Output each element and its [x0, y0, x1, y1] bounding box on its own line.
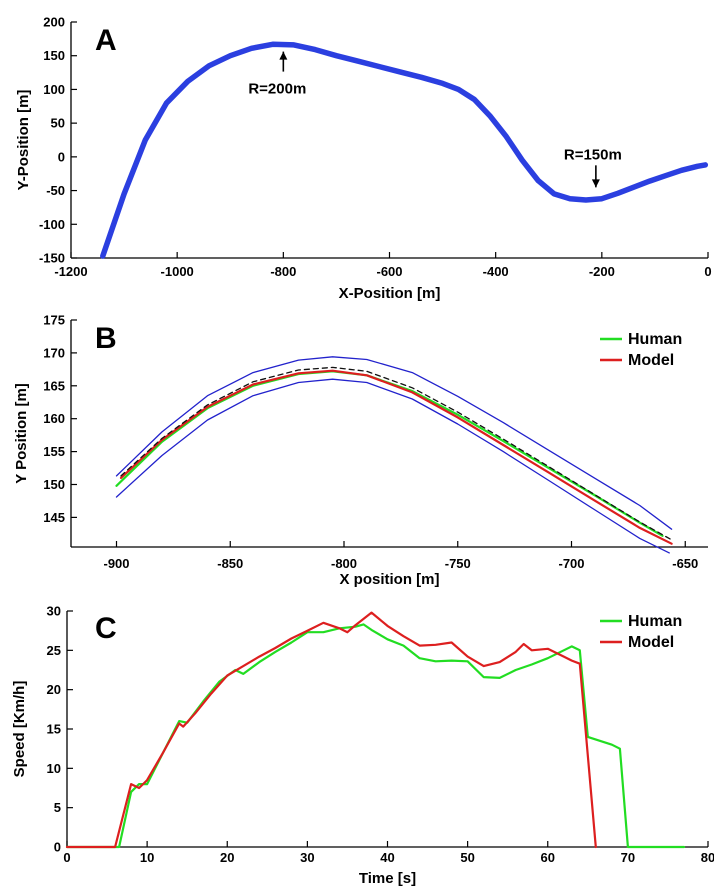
x-tick-label: -750	[445, 556, 471, 571]
legend-label-human: Human	[628, 613, 682, 630]
annotation-label: R=150m	[564, 146, 622, 163]
x-tick-label: 0	[704, 264, 711, 279]
y-tick-label: -100	[39, 217, 65, 232]
y-tick-label: 10	[47, 761, 61, 776]
x-tick-label: 70	[621, 850, 635, 865]
annotation-arrow-head	[591, 179, 600, 188]
y-tick-label: 165	[43, 378, 65, 393]
x-axis-label: X-Position [m]	[339, 285, 441, 302]
series-line-2	[120, 366, 673, 541]
panel-label: B	[95, 322, 117, 355]
x-axis-label: Time [s]	[359, 870, 416, 887]
x-tick-label: -600	[376, 264, 402, 279]
x-tick-label: -1200	[54, 264, 87, 279]
chart-panel-c: 0 5 10 15 20 25 30 0 10 20 30 40 50 60 70 80 Time [s] Spe…	[11, 604, 714, 887]
series-line-human	[65, 623, 686, 849]
panel-label: A	[95, 24, 117, 57]
x-tick-label: 40	[380, 850, 394, 865]
chart-panel-b: 145 150 155 160 165 170 175 -900 -850 -800 -750 -70…	[13, 313, 708, 588]
annotation-label: R=200m	[248, 81, 306, 98]
y-tick-label: 30	[47, 604, 61, 619]
panel-label: C	[95, 612, 117, 645]
legend-label-model: Model	[628, 352, 674, 369]
y-tick-label: 15	[47, 722, 61, 737]
x-tick-label: -700	[558, 556, 584, 571]
y-tick-label: -50	[46, 183, 65, 198]
x-tick-label: -650	[672, 556, 698, 571]
y-tick-label: 100	[43, 82, 65, 97]
x-tick-label: -900	[103, 556, 129, 571]
series-line-human	[115, 370, 664, 537]
y-axis-label: Speed [Km/h]	[11, 681, 28, 778]
x-tick-label: 50	[460, 850, 474, 865]
y-axis-label: Y Position [m]	[13, 383, 30, 484]
series-line-model	[65, 611, 597, 849]
y-axis-label: Y-Position [m]	[15, 90, 32, 191]
x-tick-label: -1000	[161, 264, 194, 279]
x-axis-label: X position [m]	[340, 571, 440, 588]
x-tick-label: 10	[140, 850, 154, 865]
series-line-4	[115, 378, 670, 554]
y-tick-label: 155	[43, 444, 65, 459]
y-tick-label: 25	[47, 643, 61, 658]
y-tick-label: -150	[39, 251, 65, 266]
x-tick-label: 30	[300, 850, 314, 865]
legend-label-model: Model	[628, 634, 674, 651]
x-tick-label: -800	[270, 264, 296, 279]
y-tick-label: 0	[54, 840, 61, 855]
x-tick-label: -850	[217, 556, 243, 571]
y-tick-label: 50	[51, 116, 65, 131]
x-tick-label: -400	[483, 264, 509, 279]
x-tick-label: 80	[701, 850, 714, 865]
series-line-model	[119, 369, 673, 545]
annotation-arrow-head	[279, 51, 288, 60]
series-line-0	[100, 41, 709, 259]
chart-panel-a: -150 -100 -50 0 50 100 150 200 -1200 -1000 -800 -60…	[15, 15, 712, 303]
x-tick-label: 0	[63, 850, 70, 865]
x-tick-label: -200	[589, 264, 615, 279]
y-tick-label: 170	[43, 345, 65, 360]
y-tick-label: 5	[54, 800, 61, 815]
series-line-3	[115, 356, 673, 530]
legend-label-human: Human	[628, 331, 682, 348]
y-tick-label: 145	[43, 510, 65, 525]
y-tick-label: 150	[43, 48, 65, 63]
y-tick-label: 175	[43, 313, 65, 328]
y-tick-label: 200	[43, 15, 65, 30]
y-tick-label: 150	[43, 477, 65, 492]
x-tick-label: -800	[331, 556, 357, 571]
y-tick-label: 20	[47, 682, 61, 697]
x-tick-label: 60	[541, 850, 555, 865]
x-tick-label: 20	[220, 850, 234, 865]
y-tick-label: 0	[58, 149, 65, 164]
y-tick-label: 160	[43, 411, 65, 426]
